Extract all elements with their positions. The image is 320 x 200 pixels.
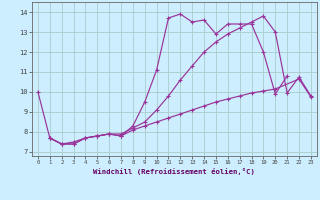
X-axis label: Windchill (Refroidissement éolien,°C): Windchill (Refroidissement éolien,°C) <box>93 168 255 175</box>
